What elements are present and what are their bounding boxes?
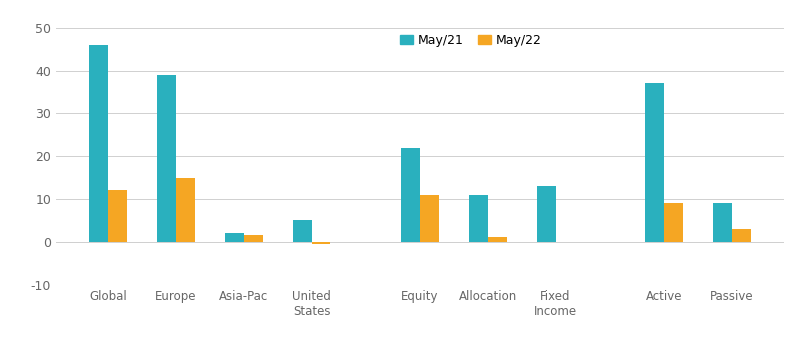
Bar xyxy=(225,233,244,242)
Bar xyxy=(244,235,262,242)
Bar xyxy=(645,83,664,242)
Bar xyxy=(157,75,176,242)
Bar xyxy=(176,178,195,242)
Legend: May/21, May/22: May/21, May/22 xyxy=(395,29,547,52)
Bar xyxy=(311,242,330,244)
Bar xyxy=(108,191,127,242)
Bar xyxy=(401,147,420,242)
Bar xyxy=(537,186,556,242)
Bar xyxy=(713,203,732,242)
Bar xyxy=(469,195,488,242)
Bar xyxy=(488,237,506,242)
Bar xyxy=(420,195,439,242)
Bar xyxy=(664,203,683,242)
Bar xyxy=(89,45,108,242)
Bar xyxy=(732,229,751,242)
Bar xyxy=(293,220,311,242)
